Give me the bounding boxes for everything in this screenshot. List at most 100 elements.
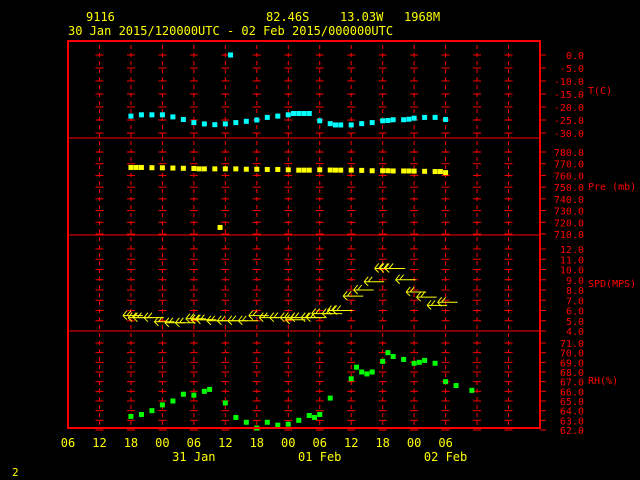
wind-barb-feather (127, 317, 133, 323)
wind-barb-feather (283, 312, 289, 318)
time-range: 30 Jan 2015/120000UTC - 02 Feb 2015/0000… (68, 24, 393, 38)
wind-barb-feather (194, 314, 200, 321)
y-tick-label: -10.0 (554, 77, 584, 88)
wind-barb-feather (190, 319, 196, 325)
wind-barb-feather (154, 321, 159, 327)
temperature-point (385, 118, 391, 124)
humidity-point (469, 387, 475, 393)
wind-barb-feather (331, 305, 336, 311)
wind-barb-feather (196, 319, 201, 325)
pressure-point (338, 167, 344, 173)
wind-barb (384, 263, 406, 273)
wind-barb-feather (294, 312, 300, 318)
temperature-point (422, 114, 428, 120)
wind-barb-feather (332, 305, 338, 311)
pressure-point (327, 167, 333, 173)
wind-barb-feather (216, 320, 222, 326)
humidity-point (128, 413, 134, 419)
y-tick-label: 6.0 (566, 307, 584, 318)
y-tick-label: 740.0 (554, 195, 584, 206)
wind-barb-feather (269, 317, 275, 323)
wind-barb-feather (437, 301, 442, 307)
pressure-point (275, 166, 281, 172)
temperature-point (228, 52, 234, 58)
wind-barb-feather (342, 295, 348, 301)
temperature-point (390, 117, 396, 123)
x-date-label: 02 Feb (424, 450, 467, 464)
pressure-point (422, 168, 428, 174)
pressure-point (437, 169, 443, 175)
wind-barb-feather (133, 312, 138, 318)
wind-barb-feather (332, 310, 338, 315)
temperature-axis-label: T(C) (588, 86, 612, 97)
y-tick-label: 10.0 (560, 266, 584, 277)
wind-barb (416, 291, 437, 302)
wind-barb-feather (304, 312, 310, 318)
wind-barb-feather (178, 317, 184, 324)
wind-barb-feather (164, 317, 170, 324)
temperature-point (191, 120, 197, 126)
humidity-point (222, 400, 228, 406)
wind-barb-feather (185, 318, 191, 324)
wind-barb-feather (122, 310, 128, 316)
pressure-point (264, 166, 270, 172)
y-tick-label: 770.0 (554, 160, 584, 171)
humidity-point (327, 395, 333, 401)
wind-barb-feather (395, 274, 401, 281)
pressure-point (254, 166, 260, 172)
humidity-point (311, 414, 317, 420)
wind-barb (154, 316, 175, 327)
wind-barb-feather (147, 312, 153, 318)
y-tick-label: 710.0 (554, 230, 584, 241)
y-tick-label: -25.0 (554, 116, 584, 127)
wind-barb-feather (379, 263, 385, 269)
pressure-point (411, 168, 417, 174)
humidity-point (306, 413, 312, 418)
x-tick-label: 18 (124, 436, 138, 450)
y-tick-label: 69.0 (560, 358, 584, 369)
humidity-point (138, 412, 144, 418)
humidity-point (243, 419, 249, 425)
wind-barb-feather (237, 320, 243, 326)
y-tick-label: 750.0 (554, 183, 584, 194)
humidity-point (453, 383, 459, 389)
wind-barb-feather (189, 313, 195, 320)
temperature-point (243, 118, 249, 124)
temperature-point (170, 114, 176, 120)
temperature-point (201, 121, 207, 127)
humidity-point (275, 422, 281, 428)
station-longitude: 13.03W (340, 10, 384, 24)
humidity-point (422, 357, 428, 363)
wind-barb-feather (383, 263, 389, 269)
y-tick-label: 8.0 (566, 286, 584, 297)
pressure-point (285, 167, 291, 173)
temperature-point (338, 122, 344, 128)
grid (95, 45, 513, 431)
wind-barb-feather (131, 312, 137, 318)
temperature-point (327, 121, 333, 127)
humidity-point (401, 356, 407, 362)
temperature-point (285, 112, 291, 118)
x-tick-label: 18 (250, 436, 264, 450)
x-tick-label: 12 (92, 436, 106, 450)
humidity-point (207, 386, 213, 392)
humidity-point (411, 360, 417, 366)
y-tick-label: 68.0 (560, 368, 584, 379)
y-tick-label: 63.0 (560, 416, 584, 427)
wind-barb-feather (388, 263, 394, 269)
x-tick-label: 06 (187, 436, 201, 450)
temperature-point (301, 111, 307, 116)
pressure-point (222, 166, 228, 172)
y-tick-label: 4.0 (566, 327, 584, 338)
y-tick-label: 71.0 (560, 339, 584, 350)
wind-barb-feather (273, 312, 279, 318)
wind-barb (143, 312, 164, 323)
temperature-point (149, 112, 155, 118)
humidity-point (385, 350, 391, 356)
y-tick-label: 70.0 (560, 349, 584, 360)
y-tick-label: -5.0 (560, 64, 584, 75)
humidity-point (353, 364, 359, 370)
wind-barb-feather (374, 263, 380, 269)
temperature-point (159, 112, 165, 118)
